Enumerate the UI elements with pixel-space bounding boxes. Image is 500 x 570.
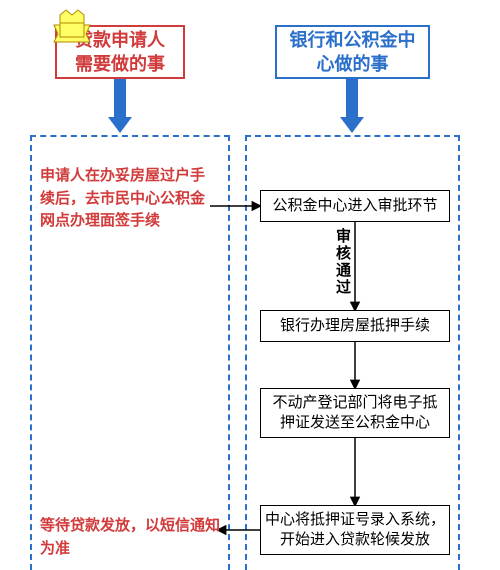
step-2-box: 银行办理房屋抵押手续 — [260, 310, 450, 342]
step-1-text: 公积金中心进入审批环节 — [272, 196, 437, 216]
decorations-svg — [0, 0, 500, 570]
left-note-1: 申请人在办妥房屋过户手续后，去市民中心公积金网点办理面签手续 — [40, 165, 205, 233]
ribbon-icon — [54, 10, 90, 42]
step-4-box: 中心将抵押证号录入系统， 开始进入贷款轮候发放 — [260, 505, 450, 555]
header-red-arrow-down — [108, 79, 132, 133]
flowchart-canvas: 贷款申请人 需要做的事 银行和公积金中 心做的事 — [0, 0, 500, 570]
edge-label-approved: 审核通过 — [332, 228, 353, 296]
step-1-box: 公积金中心进入审批环节 — [260, 190, 450, 222]
left-note-2: 等待贷款发放，以短信通知为准 — [40, 515, 220, 560]
header-blue-arrow-down — [340, 79, 364, 133]
step-3-text: 不动产登记部门将电子抵押证发送至公积金中心 — [267, 393, 443, 434]
step-2-text: 银行办理房屋抵押手续 — [280, 316, 430, 336]
step-3-box: 不动产登记部门将电子抵押证发送至公积金中心 — [260, 388, 450, 438]
step-4-line1: 中心将抵押证号录入系统， — [265, 510, 445, 530]
step-4-line2: 开始进入贷款轮候发放 — [265, 530, 445, 550]
